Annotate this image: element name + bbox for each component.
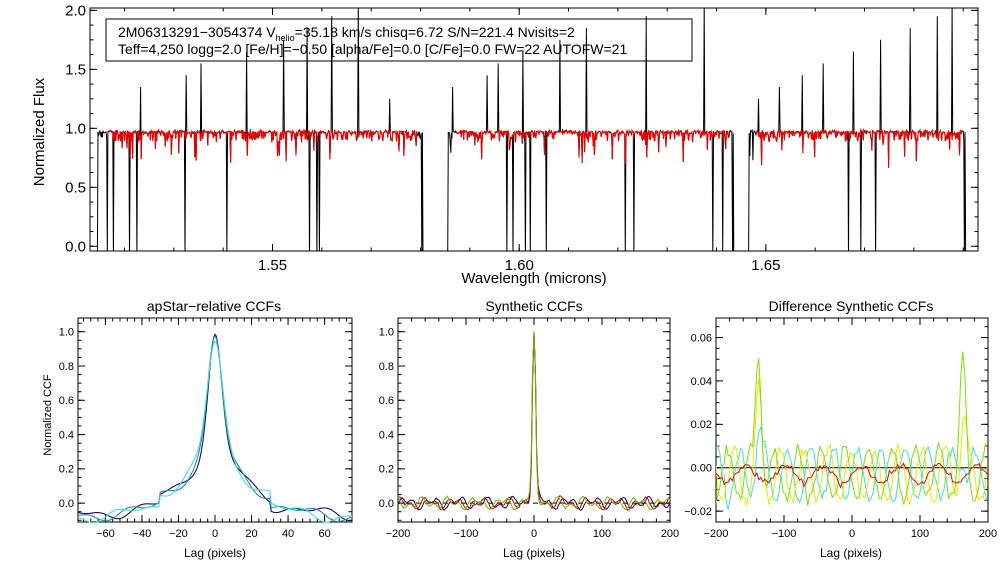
difference-ccf-ytick-label: −0.02 [684, 506, 712, 518]
difference-ccf-ytick-label: 0.06 [691, 332, 712, 344]
spectrum-axes: 1.55 1.60 1.65 0.0 0.5 1.0 1.5 2.0 [65, 3, 979, 274]
apstar-ccf-xtick-label: 20 [245, 528, 257, 540]
synthetic-ccf-xlabel: Lag (pixels) [503, 546, 565, 560]
apstar-ccf-ytick-label: 0.2 [59, 464, 74, 476]
difference-ccf-series-line [716, 351, 988, 506]
difference-ccf-xtick-label: −100 [772, 528, 797, 540]
synthetic-ccf-series-line [397, 331, 671, 511]
spectrum-xtick-label: 1.60 [505, 257, 534, 274]
spectrum-ytick-label: 0.0 [65, 239, 86, 256]
apstar-ccf-axes: −60 −40 −20 0 20 40 60 0.0 0.2 0.4 0.6 0.8 1.0 [59, 317, 353, 540]
apstar-ccf-xtick-label: 0 [212, 528, 218, 540]
difference-ccf-xtick-label: 0 [849, 528, 855, 540]
difference-ccf-series-line [716, 462, 988, 489]
spectrum-ylabel: Normalized Flux [31, 77, 48, 186]
apstar-ccf-xtick-label: 60 [318, 528, 330, 540]
difference-ccf-ytick-label: 0.04 [691, 376, 712, 388]
spectrum-xtick-label: 1.65 [751, 257, 780, 274]
difference-ccf-title: Difference Synthetic CCFs [769, 298, 934, 314]
synthetic-ccf-ytick-label: 0.0 [379, 498, 394, 510]
apstar-ccf-ytick-label: 0.6 [59, 395, 74, 407]
spectrum-ytick-label: 1.5 [65, 62, 86, 79]
synthetic-ccf-ytick-label: 1.0 [379, 327, 394, 339]
difference-ccf-ytick-label: 0.02 [691, 419, 712, 431]
annotation-line-2: Teff=4,250 logg=2.0 [Fe/H]=−0.50 [alpha/… [118, 41, 627, 57]
synthetic-ccf-xtick-label: 0 [531, 528, 537, 540]
spectrum-xlabel: Wavelength (microns) [461, 270, 606, 287]
synthetic-ccf-ytick-label: 0.2 [379, 464, 394, 476]
synthetic-ccf-xtick-label: −100 [454, 528, 479, 540]
synthetic-ccf-xtick-label: −200 [386, 528, 411, 540]
apstar-ccf-ytick-label: 0.8 [59, 361, 74, 373]
spectrum-annotation: 2M06313291−3054374 Vhelio=35.18 km/s chi… [105, 18, 693, 62]
spectrum-ytick-label: 1.0 [65, 121, 86, 138]
apstar-ccf-series-line [77, 340, 353, 524]
difference-ccf-ytick-label: 0.00 [691, 463, 712, 475]
spectrum-model-line [754, 127, 963, 168]
spectrum-model-line [106, 128, 418, 163]
annotation-box [105, 18, 693, 62]
difference-ccf-axes: −200 −100 0 100 200 −0.02 0.00 0.02 0.04 0.06 [684, 317, 997, 540]
apstar-ccf-title: apStar−relative CCFs [147, 298, 281, 314]
apstar-ccf-ylabel: Normalized CCF [42, 374, 54, 456]
synthetic-ccf-ytick-label: 0.4 [379, 429, 394, 441]
difference-ccf-xtick-label: 100 [911, 528, 929, 540]
spectrum-xtick-label: 1.55 [258, 257, 287, 274]
apstar-ccf-ytick-label: 1.0 [59, 327, 74, 339]
apstar-ccf-ytick-label: 0.0 [59, 498, 74, 510]
synthetic-ccf-ytick-label: 0.8 [379, 361, 394, 373]
apstar-ccf-xtick-label: 40 [282, 528, 294, 540]
apstar-ccf-ytick-label: 0.4 [59, 429, 74, 441]
difference-ccf-xlabel: Lag (pixels) [820, 546, 882, 560]
synthetic-ccf-title: Synthetic CCFs [485, 298, 582, 314]
synthetic-ccf-axes: −200 −100 0 100 200 0.0 0.2 0.4 0.6 0.8 1.0 [379, 317, 679, 540]
synthetic-ccf-xtick-label: 200 [661, 528, 679, 540]
apstar-ccf-xtick-label: −40 [133, 528, 152, 540]
synthetic-ccf-xtick-label: 100 [593, 528, 611, 540]
spectrum-ytick-label: 2.0 [65, 3, 86, 20]
apstar-ccf-xtick-label: −60 [96, 528, 115, 540]
apstar-ccf-xtick-label: −20 [169, 528, 188, 540]
synthetic-ccf-ytick-label: 0.6 [379, 395, 394, 407]
spectrum-model-line [455, 128, 730, 165]
spectrum-frame [89, 7, 979, 252]
apstar-ccf-xlabel: Lag (pixels) [184, 546, 246, 560]
difference-ccf-xtick-label: −200 [704, 528, 729, 540]
apstar-ccf-series-line [77, 334, 353, 523]
spectrum-ytick-label: 0.5 [65, 180, 86, 197]
difference-ccf-xtick-label: 200 [979, 528, 997, 540]
annotation-line-1: 2M06313291−3054374 Vhelio=35.18 km/s chi… [118, 24, 575, 43]
